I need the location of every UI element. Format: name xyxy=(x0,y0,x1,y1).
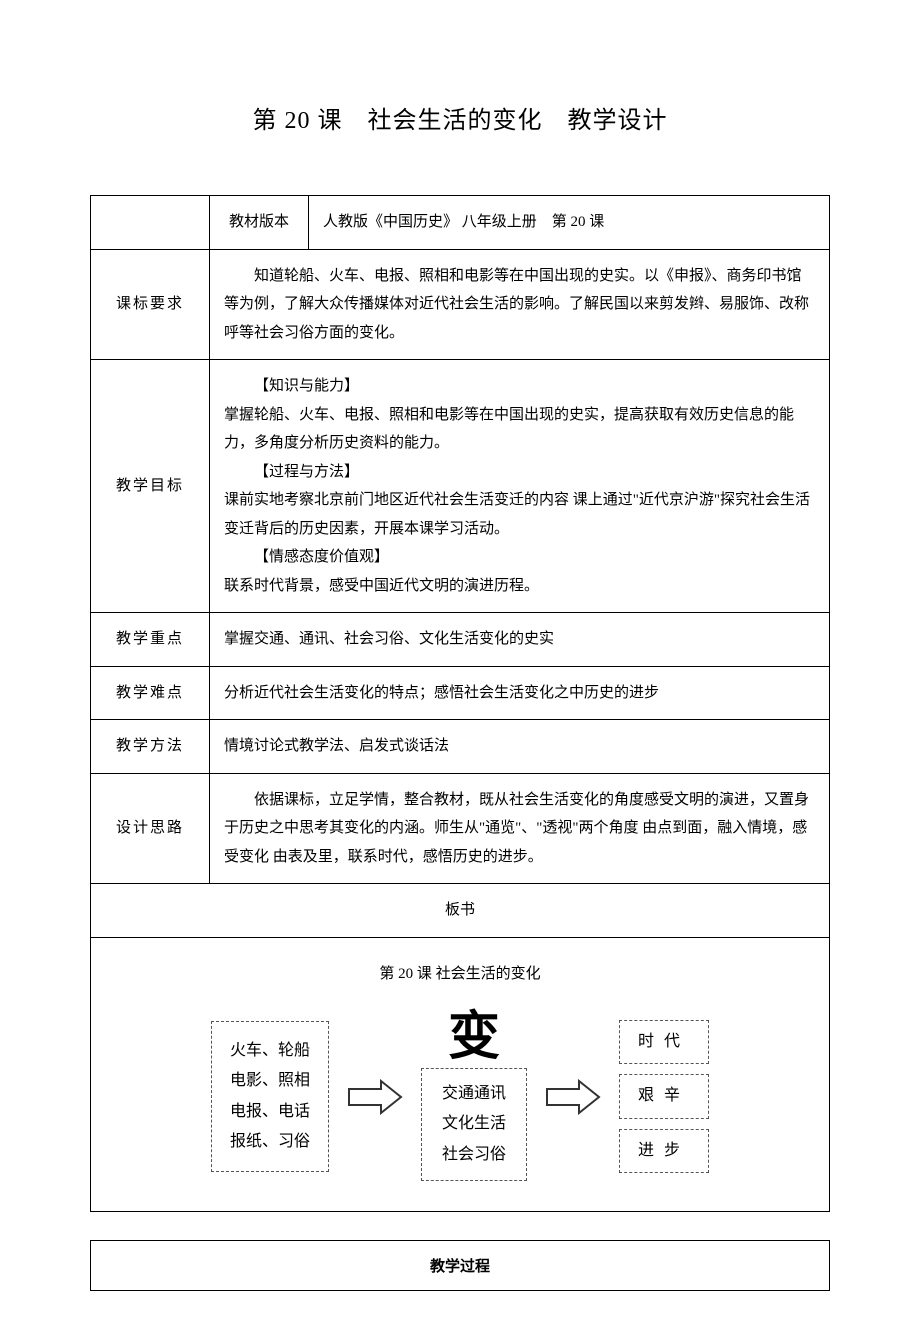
page-title: 第 20 课 社会生活的变化 教学设计 xyxy=(90,100,830,135)
focus-label: 教学重点 xyxy=(91,613,210,667)
process-label: 教学过程 xyxy=(91,1241,830,1291)
req-value: 知道轮船、火车、电报、照相和电影等在中国出现的史实。以《申报》、商务印书馆等为例… xyxy=(210,249,830,360)
lesson-table: 教材版本 人教版《中国历史》 八年级上册 第 20 课 课标要求 知道轮船、火车… xyxy=(90,195,830,1212)
center-box: 交通通讯 文化生活 社会习俗 xyxy=(421,1068,527,1181)
center-char: 变 xyxy=(448,1012,500,1064)
goal-p1: 掌握轮船、火车、电报、照相和电影等在中国出现的史实，提高获取有效历史信息的能力，… xyxy=(224,407,794,452)
table-row: 教学重点 掌握交通、通讯、社会习俗、文化生活变化的史实 xyxy=(91,613,830,667)
row-empty xyxy=(91,196,210,250)
center-l3: 社会习俗 xyxy=(442,1140,506,1170)
right-b1: 时代 xyxy=(619,1020,709,1064)
focus-value: 掌握交通、通讯、社会习俗、文化生活变化的史实 xyxy=(210,613,830,667)
goal-label: 教学目标 xyxy=(91,360,210,613)
table-row: 第 20 课 社会生活的变化 火车、轮船 电影、照相 电报、电话 报纸、习俗 xyxy=(91,937,830,1212)
board-diagram: 第 20 课 社会生活的变化 火车、轮船 电影、照相 电报、电话 报纸、习俗 xyxy=(105,950,815,1200)
left-l1: 火车、轮船 xyxy=(230,1036,310,1066)
table-row: 设计思路 依据课标，立足学情，整合教材，既从社会生活变化的角度感受文明的演进，又… xyxy=(91,773,830,884)
arrow-icon xyxy=(545,1079,601,1115)
version-value: 人教版《中国历史》 八年级上册 第 20 课 xyxy=(309,196,830,250)
table-row: 板书 xyxy=(91,884,830,938)
right-b3: 进步 xyxy=(619,1129,709,1173)
table-row: 教学难点 分析近代社会生活变化的特点；感悟社会生活变化之中历史的进步 xyxy=(91,666,830,720)
goal-p3: 联系时代背景，感受中国近代文明的演进历程。 xyxy=(224,578,539,594)
table-row: 课标要求 知道轮船、火车、电报、照相和电影等在中国出现的史实。以《申报》、商务印… xyxy=(91,249,830,360)
goal-value: 【知识与能力】 掌握轮船、火车、电报、照相和电影等在中国出现的史实，提高获取有效… xyxy=(210,360,830,613)
board-cell: 第 20 课 社会生活的变化 火车、轮船 电影、照相 电报、电话 报纸、习俗 xyxy=(91,937,830,1212)
board-left-box: 火车、轮船 电影、照相 电报、电话 报纸、习俗 xyxy=(211,1021,329,1173)
right-b2: 艰辛 xyxy=(619,1074,709,1118)
board-title: 第 20 课 社会生活的变化 xyxy=(105,960,815,989)
board-label: 板书 xyxy=(91,884,830,938)
goal-h2: 【过程与方法】 xyxy=(224,458,815,487)
diff-label: 教学难点 xyxy=(91,666,210,720)
method-label: 教学方法 xyxy=(91,720,210,774)
table-row: 教材版本 人教版《中国历史》 八年级上册 第 20 课 xyxy=(91,196,830,250)
diff-value: 分析近代社会生活变化的特点；感悟社会生活变化之中历史的进步 xyxy=(210,666,830,720)
idea-value: 依据课标，立足学情，整合教材，既从社会生活变化的角度感受文明的演进，又置身于历史… xyxy=(210,773,830,884)
table-row: 教学过程 xyxy=(91,1241,830,1291)
goal-h3: 【情感态度价值观】 xyxy=(224,543,815,572)
method-value: 情境讨论式教学法、启发式谈话法 xyxy=(210,720,830,774)
table-row: 教学目标 【知识与能力】 掌握轮船、火车、电报、照相和电影等在中国出现的史实，提… xyxy=(91,360,830,613)
left-l4: 报纸、习俗 xyxy=(230,1127,310,1157)
req-label: 课标要求 xyxy=(91,249,210,360)
goal-p2: 课前实地考察北京前门地区近代社会生活变迁的内容 课上通过"近代京沪游"探究社会生… xyxy=(224,492,810,537)
left-l3: 电报、电话 xyxy=(230,1097,310,1127)
board-right-stack: 时代 艰辛 进步 xyxy=(619,1020,709,1173)
version-label: 教材版本 xyxy=(210,196,309,250)
idea-label: 设计思路 xyxy=(91,773,210,884)
left-l2: 电影、照相 xyxy=(230,1066,310,1096)
board-center: 变 交通通讯 文化生活 社会习俗 xyxy=(421,1012,527,1181)
process-table: 教学过程 xyxy=(90,1240,830,1291)
arrow-icon xyxy=(347,1079,403,1115)
goal-h1: 【知识与能力】 xyxy=(224,372,815,401)
center-l1: 交通通讯 xyxy=(442,1079,506,1109)
center-l2: 文化生活 xyxy=(442,1109,506,1139)
table-row: 教学方法 情境讨论式教学法、启发式谈话法 xyxy=(91,720,830,774)
